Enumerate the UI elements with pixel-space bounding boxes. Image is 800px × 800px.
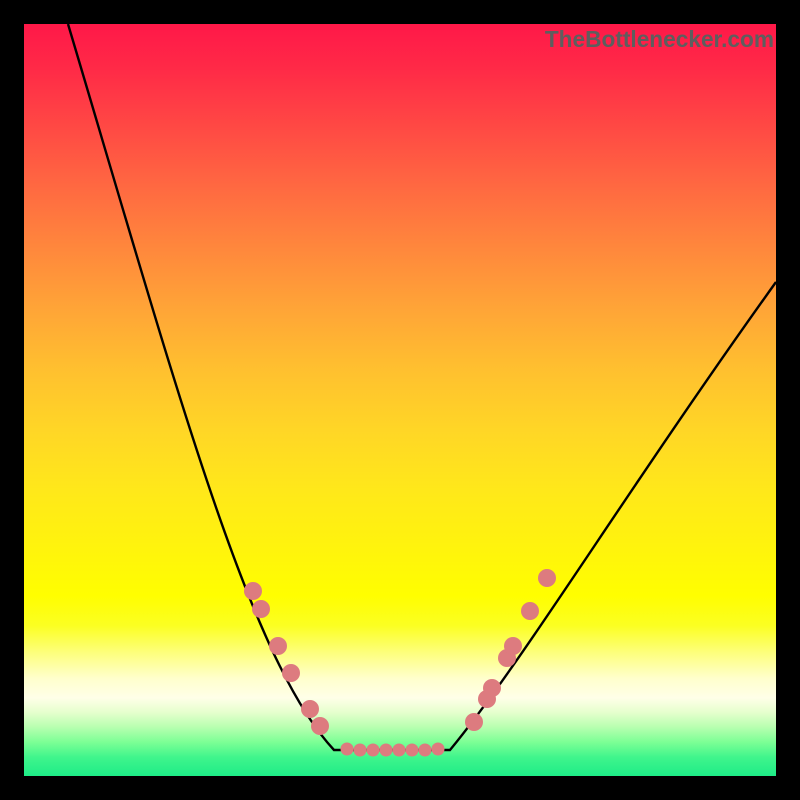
data-marker bbox=[311, 717, 329, 735]
data-marker bbox=[282, 664, 300, 682]
data-marker bbox=[367, 744, 380, 757]
gradient-background bbox=[24, 24, 776, 776]
data-marker bbox=[244, 582, 262, 600]
watermark-text: TheBottlenecker.com bbox=[545, 26, 774, 53]
data-marker bbox=[341, 743, 354, 756]
data-marker bbox=[269, 637, 287, 655]
data-marker bbox=[521, 602, 539, 620]
data-marker bbox=[380, 744, 393, 757]
data-marker bbox=[252, 600, 270, 618]
data-marker bbox=[465, 713, 483, 731]
data-marker bbox=[419, 744, 432, 757]
data-marker bbox=[483, 679, 501, 697]
data-marker bbox=[393, 744, 406, 757]
data-marker bbox=[406, 744, 419, 757]
data-marker bbox=[301, 700, 319, 718]
data-marker bbox=[354, 744, 367, 757]
data-marker bbox=[538, 569, 556, 587]
data-marker bbox=[432, 743, 445, 756]
data-marker bbox=[504, 637, 522, 655]
bottleneck-chart bbox=[0, 0, 800, 800]
chart-frame: TheBottlenecker.com bbox=[0, 0, 800, 800]
